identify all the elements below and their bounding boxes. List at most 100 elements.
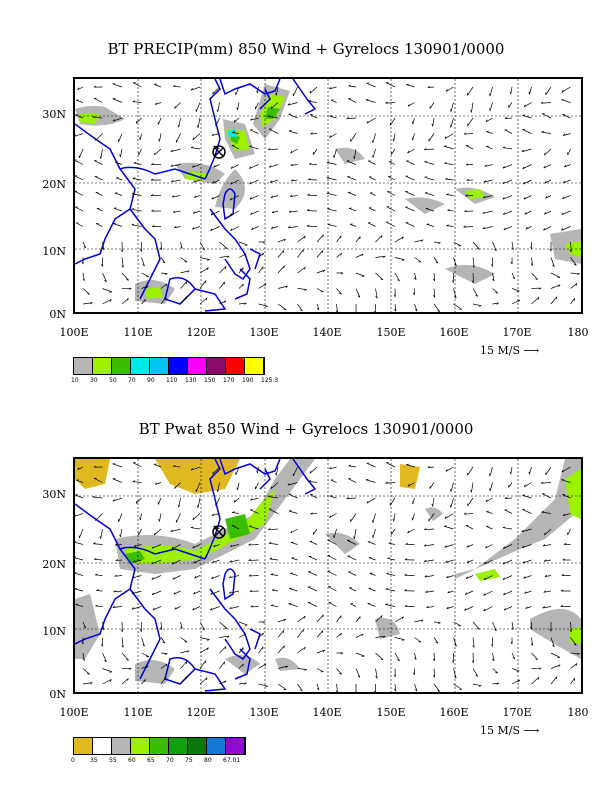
wind-arrow xyxy=(231,145,240,150)
wind-arrow-head xyxy=(229,591,232,594)
wind-arrow-head xyxy=(244,682,247,685)
wind-arrow xyxy=(389,117,396,126)
wind-arrow xyxy=(180,296,188,305)
wind-arrow-head xyxy=(401,639,405,641)
wind-arrow xyxy=(486,131,493,134)
wind-arrow-head xyxy=(270,573,274,575)
wind-arrow xyxy=(76,479,84,483)
wind-arrow xyxy=(336,632,342,638)
wind-arrow-head xyxy=(509,471,512,475)
wind-arrow xyxy=(297,668,307,670)
wind-arrow-head xyxy=(489,93,491,97)
wind-arrow xyxy=(326,162,337,165)
wind-arrow xyxy=(394,303,397,312)
wind-arrow xyxy=(366,497,376,504)
wind-arrow xyxy=(114,192,123,196)
wind-arrow xyxy=(393,133,396,142)
wind-arrow-head xyxy=(569,249,572,253)
wind-arrow-head xyxy=(522,560,525,564)
wind-arrow-head xyxy=(291,179,294,182)
wind-arrow-head xyxy=(206,267,209,271)
wind-arrow xyxy=(219,661,225,669)
wind-arrow xyxy=(238,621,248,626)
wind-arrow xyxy=(232,132,240,134)
wind-arrow xyxy=(297,646,306,654)
wind-arrow-head xyxy=(365,98,369,101)
wind-arrow xyxy=(82,668,90,675)
colorbar-swatch xyxy=(188,738,207,754)
wind-arrow xyxy=(445,466,454,472)
wind-arrow-head xyxy=(489,488,491,491)
wind-arrow-head xyxy=(190,88,193,91)
wind-arrow-head xyxy=(404,573,407,576)
wind-arrow xyxy=(174,606,181,610)
wind-arrow-head xyxy=(101,264,103,267)
wind-arrow xyxy=(199,647,209,654)
wind-arrow-head xyxy=(139,137,141,141)
wind-arrow xyxy=(75,222,84,227)
wind-arrow xyxy=(160,296,167,305)
wind-arrow-head xyxy=(522,181,525,185)
wind-arrow xyxy=(336,683,338,692)
wind-arrow xyxy=(405,191,415,196)
wind-arrow xyxy=(82,272,85,281)
wind-arrow-head xyxy=(528,91,530,95)
wind-arrow xyxy=(375,652,384,660)
wind-arrow-head xyxy=(256,90,258,94)
wind-arrow xyxy=(170,164,181,167)
wind-arrow-head xyxy=(424,160,427,163)
wind-arrow-head xyxy=(538,287,542,290)
wind-arrow xyxy=(350,133,357,142)
wind-arrow-head xyxy=(414,309,418,312)
wind-arrow xyxy=(355,253,364,258)
wind-arrow-head xyxy=(444,136,447,139)
wind-arrow xyxy=(217,482,220,492)
wind-arrow xyxy=(238,647,244,654)
wind-arrow-head xyxy=(431,123,434,127)
wind-arrow-head xyxy=(522,114,526,116)
wind-arrow xyxy=(212,86,220,95)
wind-arrow xyxy=(389,497,396,506)
wind-arrow xyxy=(316,303,320,310)
wind-arrow xyxy=(210,226,220,232)
wind-arrow-head xyxy=(83,246,86,249)
wind-arrow xyxy=(453,683,463,690)
wind-arrow-head xyxy=(445,469,448,472)
wind-arrow xyxy=(349,587,357,592)
wind-arrow-head xyxy=(437,310,440,312)
wind-arrow xyxy=(192,606,201,611)
wind-arrow-head xyxy=(573,263,577,266)
wind-arrow xyxy=(365,479,376,483)
wind-arrow-head xyxy=(322,269,325,273)
wind-arrow-head xyxy=(496,302,499,305)
wind-arrow xyxy=(238,253,247,258)
wind-arrow xyxy=(219,680,227,685)
wind-arrow xyxy=(432,497,435,507)
wind-arrow xyxy=(543,590,552,593)
wind-arrow-head xyxy=(146,665,149,669)
wind-arrow xyxy=(329,133,337,139)
wind-arrow xyxy=(102,299,112,305)
wind-arrow xyxy=(230,544,240,547)
wind-arrow xyxy=(510,466,513,475)
wind-arrow xyxy=(522,495,532,499)
wind-arrow xyxy=(268,496,279,499)
wind-arrow xyxy=(550,676,558,685)
wind-arrow-head xyxy=(411,517,413,521)
wind-arrow-head xyxy=(511,627,514,630)
wind-arrow xyxy=(270,102,279,110)
wind-arrow-head xyxy=(180,626,183,629)
wind-arrow xyxy=(154,148,162,156)
colorbar-label: 30 xyxy=(90,377,98,384)
wind-arrow xyxy=(277,683,287,690)
wind-arrow-head xyxy=(192,165,195,168)
wind-arrow-head xyxy=(510,261,513,265)
wind-arrow xyxy=(277,265,285,274)
wind-arrow xyxy=(79,528,84,539)
wind-arrow xyxy=(141,665,149,669)
wind-arrow-head xyxy=(444,145,447,147)
wind-arrow-head xyxy=(283,238,286,242)
wind-arrow xyxy=(523,102,532,108)
wind-arrow-head xyxy=(269,180,273,183)
wind-arrow xyxy=(112,83,123,88)
